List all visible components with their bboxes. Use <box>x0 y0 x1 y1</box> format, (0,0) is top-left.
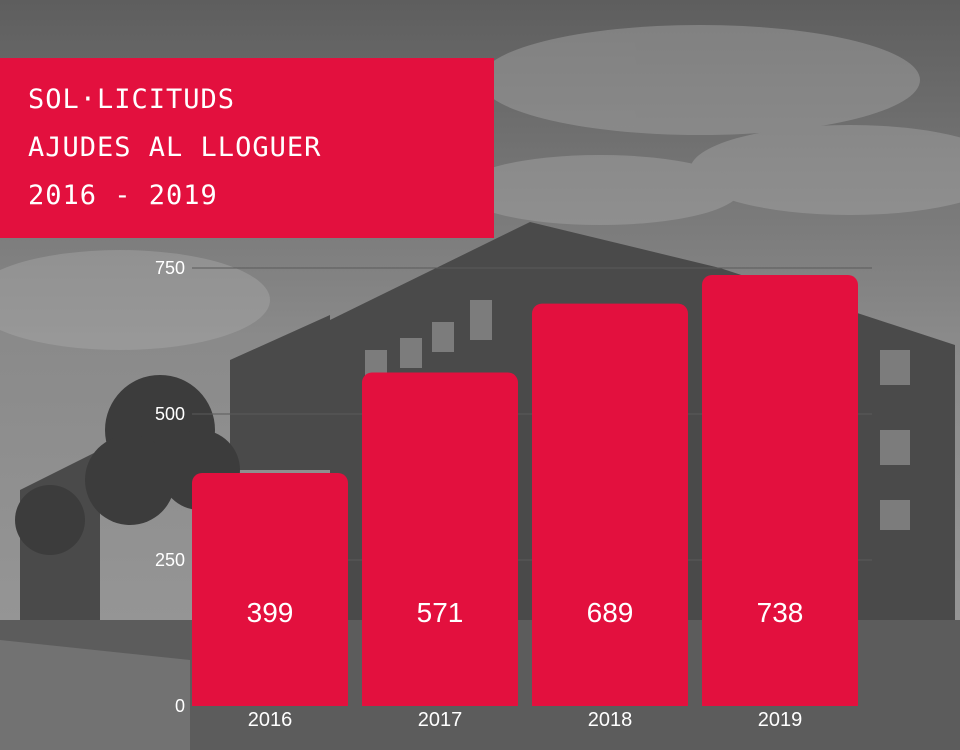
x-tick-label: 2017 <box>418 709 463 731</box>
bar-2018 <box>532 303 688 706</box>
y-tick-label: 250 <box>155 550 185 570</box>
bar-base <box>192 694 348 706</box>
y-tick-label: 750 <box>155 258 185 278</box>
data-label: 689 <box>587 597 634 628</box>
bar-2017 <box>362 372 518 706</box>
y-tick-label: 500 <box>155 404 185 424</box>
bar-base <box>702 694 858 706</box>
title-line-2: AJUDES AL LLOGUER <box>28 132 322 163</box>
x-tick-label: 2016 <box>248 709 293 731</box>
bar-base <box>532 694 688 706</box>
title-line-3: 2016 - 2019 <box>28 180 218 211</box>
title-line-1: SOL·LICITUDS <box>28 84 236 115</box>
bar-2016 <box>192 472 348 706</box>
y-tick-label: 0 <box>175 696 185 716</box>
data-label: 738 <box>757 597 804 628</box>
x-tick-label: 2018 <box>588 709 633 731</box>
windows <box>365 300 910 530</box>
data-label: 399 <box>247 597 294 628</box>
title-box <box>0 58 494 238</box>
bar-2019 <box>702 275 858 706</box>
x-tick-label: 2019 <box>758 709 803 731</box>
trees <box>15 375 240 555</box>
sidewalk <box>0 640 190 750</box>
bar-base <box>362 694 518 706</box>
data-label: 571 <box>417 597 464 628</box>
clouds <box>0 25 960 350</box>
